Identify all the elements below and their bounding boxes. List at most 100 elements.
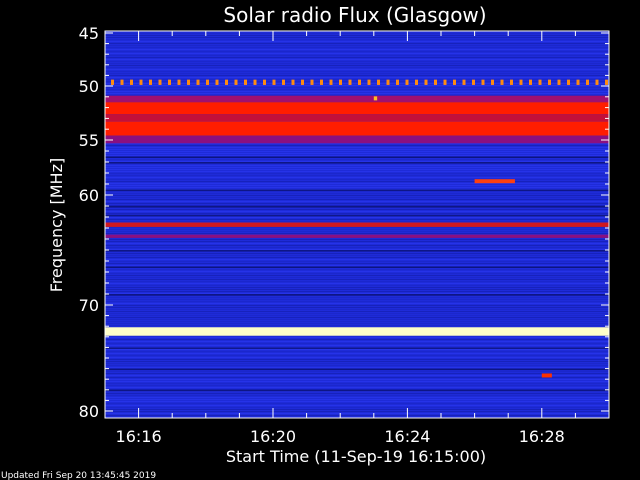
band-dash-0 <box>510 79 513 85</box>
noise-line <box>105 183 609 184</box>
noise-line <box>105 339 609 340</box>
x-tick-label: 16:28 <box>519 427 565 446</box>
band-4 <box>105 121 609 136</box>
noise-line <box>105 387 609 388</box>
noise-line <box>105 197 609 198</box>
noise-line <box>105 313 609 314</box>
dark-channel <box>105 368 609 371</box>
noise-line <box>105 323 609 324</box>
noise-line <box>105 95 609 96</box>
band-dash-0 <box>168 79 171 85</box>
noise-line <box>105 211 609 212</box>
noise-line <box>105 173 609 174</box>
noise-line <box>105 355 609 356</box>
band-dash-0 <box>348 79 352 85</box>
noise-line <box>105 45 609 46</box>
band-dash-0 <box>120 79 124 85</box>
x-axis-ticks: 16:16 16:20 16:24 16:28 <box>104 31 610 446</box>
noise-line <box>105 279 609 280</box>
band-6 <box>105 222 609 227</box>
noise-line <box>105 353 609 354</box>
noise-line <box>105 75 609 76</box>
band-dash-0 <box>538 79 542 85</box>
noise-line <box>105 283 609 284</box>
noise-line <box>105 399 609 400</box>
noise-line <box>105 33 609 34</box>
band-dash-0 <box>329 79 333 85</box>
noise-line <box>105 193 609 194</box>
noise-line <box>105 293 609 294</box>
dark-channel <box>105 206 609 208</box>
band-8 <box>105 327 609 336</box>
noise-line <box>105 317 609 318</box>
burst-0 <box>474 179 515 184</box>
noise-line <box>105 385 609 386</box>
noise-line <box>105 259 609 260</box>
plot-frame <box>104 30 610 419</box>
band-dash-0 <box>557 79 561 85</box>
band-dash-0 <box>187 79 190 85</box>
band-dash-0 <box>234 79 238 85</box>
band-dash-0 <box>481 79 485 85</box>
noise-line <box>105 375 609 376</box>
noise-line <box>105 379 609 380</box>
band-dash-0 <box>386 79 390 85</box>
band-dash-0 <box>396 79 399 85</box>
noise-line <box>105 239 609 240</box>
band-dash-0 <box>424 79 428 85</box>
y-tick-label: 45 <box>79 24 99 43</box>
noise-line <box>105 311 609 312</box>
noise-line <box>105 73 609 74</box>
band-dash-0 <box>272 79 276 85</box>
band-dash-0 <box>158 79 162 85</box>
noise-line <box>105 209 609 210</box>
band-dash-0 <box>282 79 285 85</box>
noise-line <box>105 49 609 50</box>
noise-line <box>105 37 609 38</box>
noise-line <box>105 261 609 262</box>
band-dash-0 <box>149 79 152 85</box>
noise-line <box>105 81 609 82</box>
x-axis-label: Start Time (11-Sep-19 16:15:00) <box>226 447 486 466</box>
noise-line <box>105 143 609 144</box>
noise-line <box>105 367 609 368</box>
noise-line <box>105 407 609 408</box>
noise-line <box>105 221 609 222</box>
noise-line <box>105 43 609 44</box>
band-dash-0 <box>405 79 409 85</box>
band-dash-0 <box>291 79 295 85</box>
band-dash-0 <box>491 79 494 85</box>
noise-line <box>105 275 609 276</box>
band-dash-0 <box>567 79 570 85</box>
band-dash-0 <box>215 79 219 85</box>
band-dash-0 <box>339 79 342 85</box>
band-dash-0 <box>434 79 437 85</box>
y-tick-label: 55 <box>79 131 99 150</box>
noise-line <box>105 401 609 402</box>
noise-line <box>105 255 609 256</box>
y-axis-label: Frequency [MHz] <box>47 158 66 292</box>
band-5 <box>105 135 609 144</box>
band-dash-0 <box>139 79 143 85</box>
noise-line <box>105 301 609 302</box>
y-tick-label: 50 <box>79 77 99 96</box>
dark-channel <box>105 214 609 217</box>
updated-timestamp: Updated Fri Sep 20 13:45:45 2019 <box>1 471 156 480</box>
noise-line <box>105 191 609 192</box>
noise-line <box>105 171 609 172</box>
noise-line <box>105 167 609 168</box>
noise-line <box>105 219 609 220</box>
noise-line <box>105 307 609 308</box>
noise-line <box>105 265 609 266</box>
band-dash-0 <box>415 79 418 85</box>
noise-line <box>105 159 609 160</box>
noise-line <box>105 373 609 374</box>
noise-line <box>105 87 609 88</box>
dark-channel <box>105 266 609 268</box>
noise-line <box>105 363 609 364</box>
band-2 <box>105 102 609 115</box>
noise-line <box>105 281 609 282</box>
noise-line <box>105 177 609 178</box>
dark-channel <box>105 162 609 164</box>
